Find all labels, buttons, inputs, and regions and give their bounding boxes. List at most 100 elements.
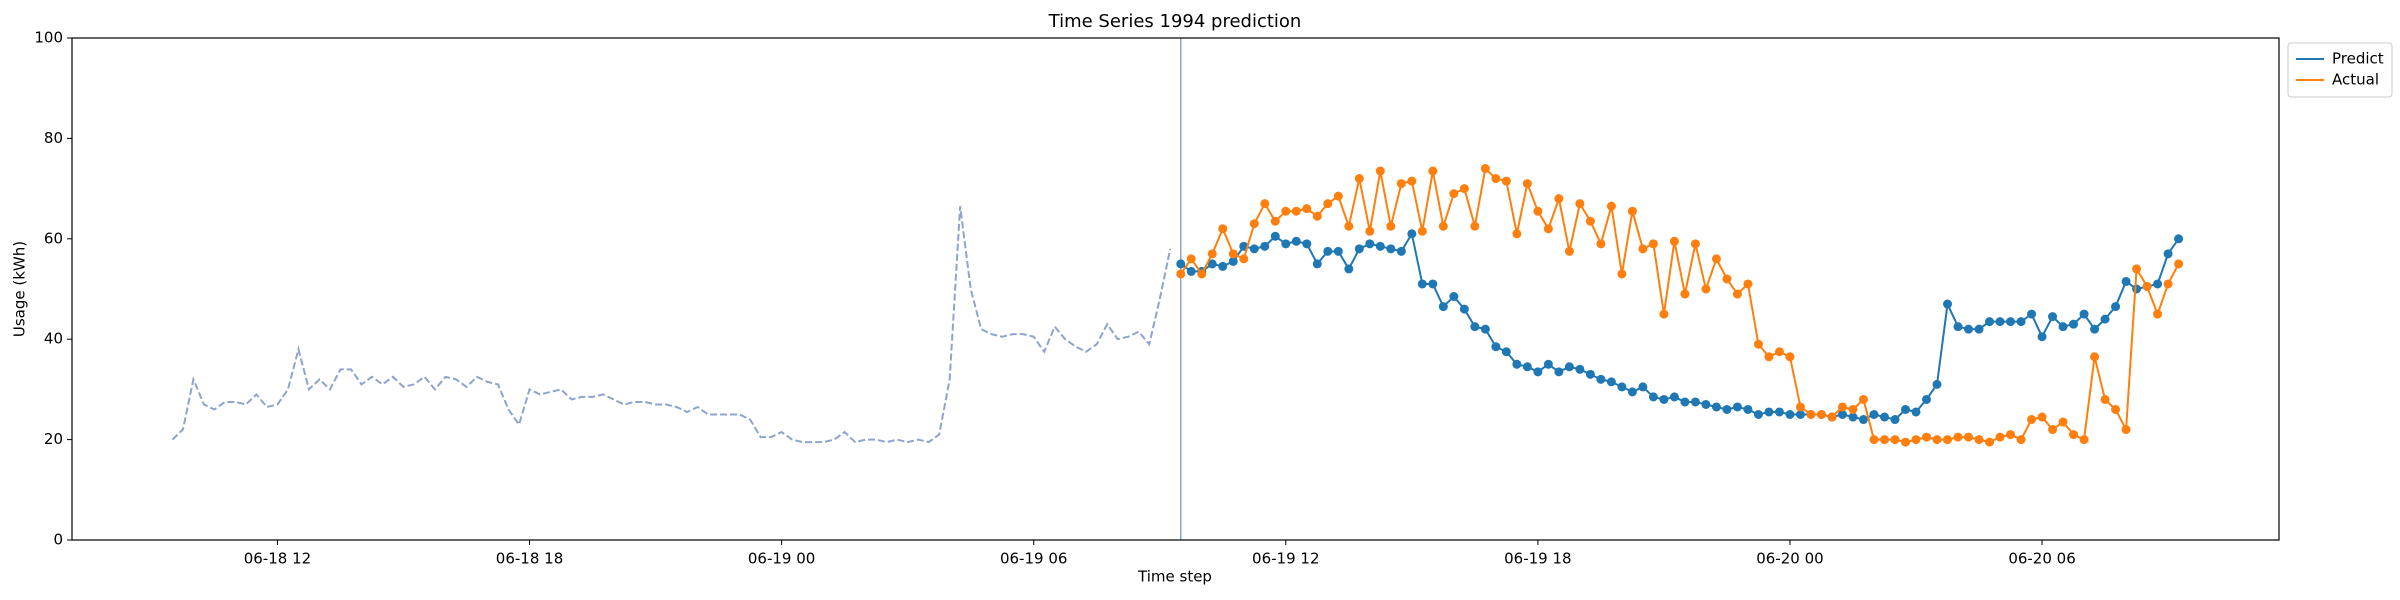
point — [1554, 367, 1564, 377]
y-tick-label: 80 — [44, 129, 63, 147]
point — [2058, 322, 2068, 332]
point — [1501, 347, 1511, 357]
point — [1964, 324, 1974, 334]
point — [2153, 279, 2163, 289]
point — [1323, 199, 1333, 209]
point — [1302, 204, 1312, 214]
point — [1627, 206, 1637, 216]
point — [2006, 430, 2016, 440]
point — [1596, 374, 1606, 384]
point — [1260, 241, 1270, 251]
point — [1323, 246, 1333, 256]
point — [1512, 359, 1522, 369]
point — [1659, 309, 1669, 319]
point — [1795, 402, 1805, 412]
point — [1491, 174, 1501, 184]
x-axis-label: Time step — [1137, 568, 1212, 586]
point — [1964, 432, 1974, 442]
point — [1732, 289, 1742, 299]
point — [1617, 269, 1627, 279]
point — [1953, 432, 1963, 442]
point — [2069, 319, 2079, 329]
point — [1816, 410, 1826, 419]
point — [1943, 435, 1953, 445]
point — [2163, 249, 2173, 259]
point — [1270, 231, 1280, 241]
point — [1375, 241, 1385, 251]
point — [1795, 410, 1805, 419]
point — [1344, 264, 1354, 274]
point — [1449, 189, 1459, 199]
point — [1396, 246, 1406, 256]
point — [1722, 274, 1732, 284]
point — [2163, 279, 2173, 289]
point — [2016, 317, 2026, 327]
point — [2100, 394, 2110, 404]
point — [1365, 226, 1375, 236]
point — [1922, 394, 1932, 404]
y-tick-label: 60 — [44, 229, 63, 247]
point — [1858, 394, 1868, 404]
point — [1943, 299, 1953, 309]
point — [1879, 412, 1889, 422]
x-tick-label: 06-20 06 — [2008, 550, 2075, 568]
point — [2121, 276, 2131, 286]
point — [1543, 359, 1553, 369]
x-tick-label: 06-19 00 — [748, 550, 815, 568]
point — [1848, 404, 1858, 414]
point — [1827, 412, 1837, 422]
point — [1186, 266, 1196, 276]
point — [1711, 402, 1721, 412]
point — [1638, 382, 1648, 392]
point — [1291, 206, 1301, 216]
point — [1680, 397, 1690, 407]
point — [1417, 226, 1427, 236]
point — [1648, 239, 1658, 249]
point — [2037, 412, 2047, 422]
point — [2069, 430, 2079, 440]
point — [1365, 239, 1375, 249]
point — [1837, 410, 1847, 419]
point — [1743, 404, 1753, 414]
point — [1344, 221, 1354, 231]
point — [2079, 435, 2089, 445]
point — [2121, 425, 2131, 435]
point — [1701, 284, 1711, 294]
point — [1701, 399, 1711, 409]
point — [1302, 239, 1312, 249]
point — [1386, 244, 1396, 254]
point — [1648, 392, 1658, 402]
point — [1564, 246, 1574, 256]
point — [1554, 194, 1564, 204]
y-tick-label: 40 — [44, 330, 63, 348]
point — [1869, 435, 1879, 445]
axes-frame — [71, 37, 2280, 541]
point — [1995, 432, 2005, 442]
point — [1375, 166, 1385, 176]
legend-label: Actual — [2332, 71, 2379, 89]
y-tick-label: 20 — [44, 430, 63, 448]
point — [2048, 312, 2058, 322]
point — [1690, 239, 1700, 249]
point — [1753, 339, 1763, 349]
point — [1743, 279, 1753, 289]
point — [2111, 404, 2121, 414]
legend-label: Predict — [2332, 50, 2384, 68]
point — [1176, 259, 1186, 269]
x-tick-label: 06-18 18 — [496, 550, 563, 568]
point — [1417, 279, 1427, 289]
series-line — [171, 206, 1172, 444]
x-tick-label: 06-19 12 — [1252, 550, 1319, 568]
point — [1249, 219, 1259, 229]
point — [1260, 199, 1270, 209]
point — [1218, 261, 1228, 271]
legend-box — [2287, 42, 2393, 98]
point — [1680, 289, 1690, 299]
point — [2058, 417, 2068, 427]
point — [1974, 435, 1984, 445]
point — [1470, 322, 1480, 332]
point — [1953, 322, 1963, 332]
point — [1785, 352, 1795, 362]
point — [1407, 176, 1417, 186]
